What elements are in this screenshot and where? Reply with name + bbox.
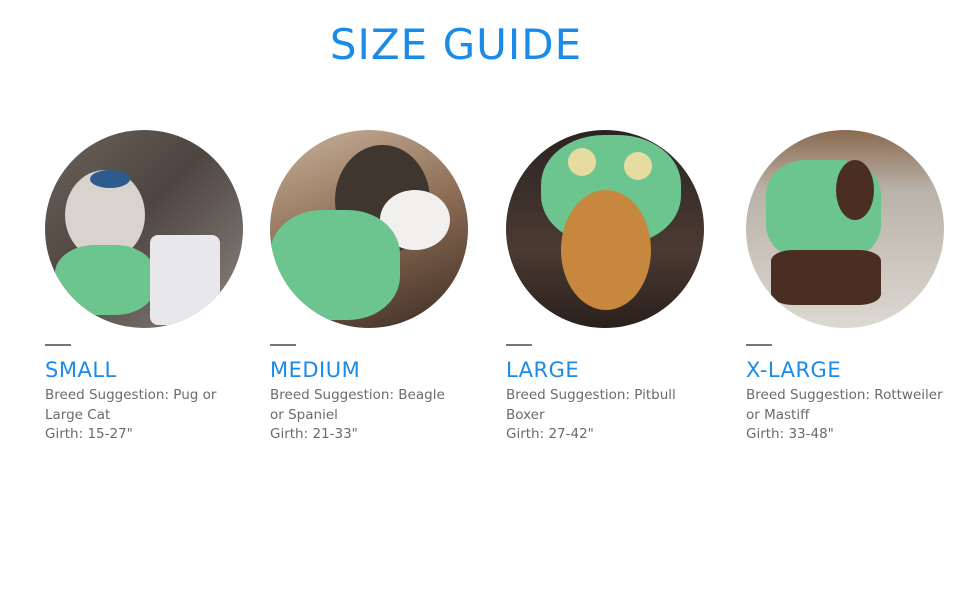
- size-card-large: LARGE Breed Suggestion: Pitbull Boxer Gi…: [506, 130, 706, 445]
- girth: Girth: 15-27": [45, 426, 133, 442]
- size-card-x-large: X-LARGE Breed Suggestion: Rottweiler or …: [746, 130, 946, 445]
- size-name: SMALL: [45, 358, 117, 382]
- size-description: Breed Suggestion: Pug or Large Cat Girth…: [45, 386, 230, 445]
- size-name: LARGE: [506, 358, 580, 382]
- breed-suggestion: Breed Suggestion: Beagle or Spaniel: [270, 387, 445, 423]
- size-card-medium: MEDIUM Breed Suggestion: Beagle or Spani…: [270, 130, 470, 445]
- breed-suggestion: Breed Suggestion: Pitbull Boxer: [506, 387, 676, 423]
- dog-photo-small: [45, 130, 243, 328]
- divider: [746, 344, 772, 346]
- divider: [270, 344, 296, 346]
- size-name: X-LARGE: [746, 358, 842, 382]
- size-card-small: SMALL Breed Suggestion: Pug or Large Cat…: [45, 130, 245, 445]
- girth: Girth: 21-33": [270, 426, 358, 442]
- breed-suggestion: Breed Suggestion: Rottweiler or Mastiff: [746, 387, 943, 423]
- breed-suggestion: Breed Suggestion: Pug or Large Cat: [45, 387, 217, 423]
- girth: Girth: 27-42": [506, 426, 594, 442]
- dog-photo-large: [506, 130, 704, 328]
- size-description: Breed Suggestion: Beagle or Spaniel Girt…: [270, 386, 455, 445]
- size-name: MEDIUM: [270, 358, 361, 382]
- girth: Girth: 33-48": [746, 426, 834, 442]
- divider: [506, 344, 532, 346]
- size-description: Breed Suggestion: Pitbull Boxer Girth: 2…: [506, 386, 691, 445]
- size-description: Breed Suggestion: Rottweiler or Mastiff …: [746, 386, 946, 445]
- dog-photo-medium: [270, 130, 468, 328]
- divider: [45, 344, 71, 346]
- page-title: SIZE GUIDE: [329, 20, 583, 69]
- dog-photo-x-large: [746, 130, 944, 328]
